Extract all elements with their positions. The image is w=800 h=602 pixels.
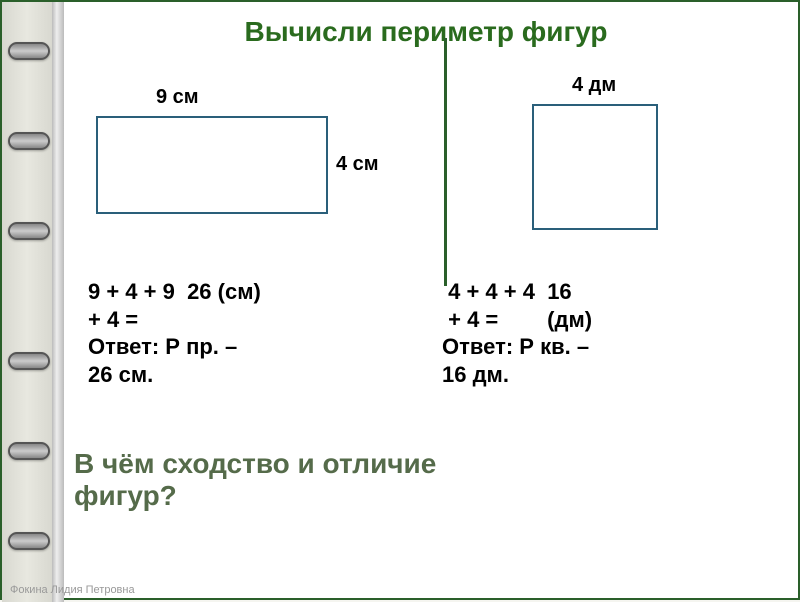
eq-right-line2: + 4 = (дм) — [442, 306, 592, 334]
notebook-binding — [2, 2, 52, 602]
page-title: Вычисли периметр фигур — [74, 16, 778, 48]
equation-left: 9 + 4 + 9 26 (см) + 4 = Ответ: Р пр. – 2… — [88, 278, 261, 388]
page-edge — [52, 2, 64, 602]
binder-ring — [8, 442, 50, 460]
eq-right-answer2: 16 дм. — [442, 361, 592, 389]
slide: Вычисли периметр фигур 9 см 4 см 4 дм 9 … — [0, 0, 800, 600]
equation-right: 4 + 4 + 4 16 + 4 = (дм) Ответ: Р кв. – 1… — [442, 278, 592, 388]
rectangle-height-label: 4 см — [336, 153, 379, 176]
question-text: В чём сходство и отличие фигур? — [74, 448, 778, 512]
eq-left-answer: Ответ: Р пр. – — [88, 333, 261, 361]
equations-area: 9 + 4 + 9 26 (см) + 4 = Ответ: Р пр. – 2… — [74, 278, 778, 448]
binder-ring — [8, 532, 50, 550]
binder-ring — [8, 42, 50, 60]
binder-ring — [8, 132, 50, 150]
binder-ring — [8, 352, 50, 370]
binder-ring — [8, 222, 50, 240]
square-side-label: 4 дм — [572, 74, 616, 97]
question-line2: фигур? — [74, 480, 778, 512]
eq-left-answer2: 26 см. — [88, 361, 261, 389]
question-line1: В чём сходство и отличие — [74, 448, 778, 480]
rectangle-shape — [96, 116, 328, 214]
square-shape — [532, 104, 658, 230]
vertical-divider — [444, 38, 447, 286]
eq-left-line2: + 4 = — [88, 306, 261, 334]
figures-area: 9 см 4 см 4 дм — [74, 74, 778, 274]
rectangle-width-label: 9 см — [156, 86, 199, 109]
footer-author: Фокина Лидия Петровна — [10, 584, 135, 596]
eq-left-line1: 9 + 4 + 9 26 (см) — [88, 278, 261, 306]
eq-right-line1: 4 + 4 + 4 16 — [442, 278, 592, 306]
eq-right-answer: Ответ: Р кв. – — [442, 333, 592, 361]
content-area: Вычисли периметр фигур 9 см 4 см 4 дм 9 … — [74, 12, 778, 588]
